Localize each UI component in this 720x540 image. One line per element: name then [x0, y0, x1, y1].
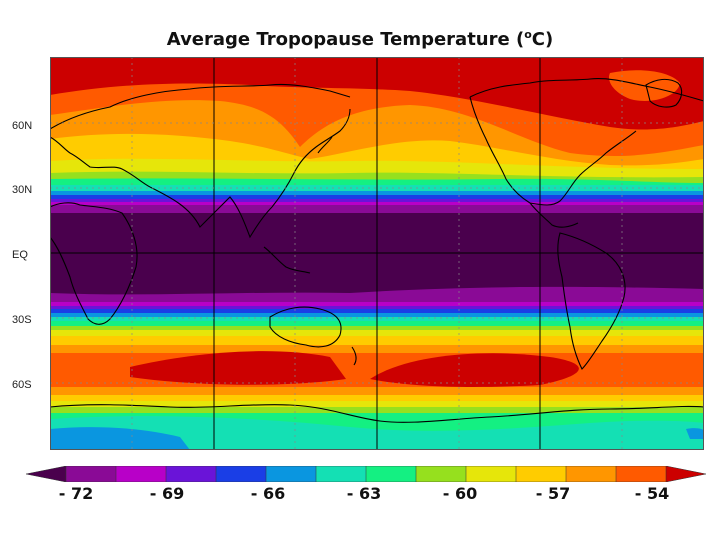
coastline-japan	[317, 136, 333, 154]
colorbar-cell	[315, 466, 367, 482]
colorbar-cell	[515, 466, 567, 482]
colorbar-cell	[165, 466, 217, 482]
lat-label-60s: 60S	[12, 379, 32, 391]
colorbar-label-4: - 63	[346, 484, 382, 503]
title-unit: C)	[531, 29, 554, 50]
coastline-arabia-india	[149, 186, 273, 239]
band-sky-south-antarctic-east	[686, 428, 704, 439]
colorbar	[26, 466, 706, 482]
colorbar-label-3: - 66	[250, 484, 286, 503]
coastline-europe-west	[50, 136, 151, 188]
title-degree-sup: o	[524, 28, 532, 41]
map-frame	[50, 57, 704, 450]
colorbar-cell	[365, 466, 417, 482]
colorbar-label-7: - 54	[634, 484, 670, 503]
coastline-eurasia-north	[50, 83, 351, 130]
coastline-alaska-canada	[469, 78, 704, 102]
coastline-australia	[269, 306, 342, 348]
coastline-gulf	[529, 202, 579, 228]
colorbar-cell	[465, 466, 517, 482]
colorbar-cell	[565, 466, 617, 482]
coastline-north-america-west	[469, 96, 531, 204]
coastline-greenland	[645, 78, 683, 108]
temperature-map	[50, 57, 704, 450]
lat-label-eq: EQ	[12, 249, 28, 261]
colorbar-cell	[115, 466, 167, 482]
colorbar-cell	[265, 466, 317, 482]
colorbar-label-2: - 69	[149, 484, 185, 503]
colorbar-arrow-low	[26, 466, 67, 482]
colorbar-cells	[26, 466, 706, 482]
coastline-nz	[351, 346, 357, 366]
lat-label-60n: 60N	[12, 120, 33, 132]
coastline-antarctica	[50, 404, 704, 423]
colorbar-label-5: - 60	[442, 484, 478, 503]
colorbar-label-1: - 72	[58, 484, 94, 503]
band-red-south-west	[130, 351, 346, 385]
colorbar-cell	[615, 466, 667, 482]
lat-label-30n: 30N	[12, 184, 33, 196]
band-red-south-east	[370, 353, 579, 387]
colorbar-cell	[65, 466, 117, 482]
band-sky-south-antarctic	[50, 427, 190, 450]
coastline-north-america-east	[529, 130, 637, 206]
colorbar-cell	[215, 466, 267, 482]
coastline-east-asia	[271, 108, 351, 208]
graticule	[50, 57, 704, 450]
colorbar-label-6: - 57	[535, 484, 571, 503]
title-text: Average Tropopause Temperature (	[166, 29, 525, 50]
colorbar-arrow-high	[665, 466, 706, 482]
coastlines	[50, 78, 704, 423]
coastline-africa	[50, 202, 138, 325]
coastline-south-america	[557, 232, 626, 370]
lat-label-30s: 30S	[12, 314, 32, 326]
map-title: Average Tropopause Temperature (oC)	[0, 28, 720, 50]
colorbar-cell	[415, 466, 467, 482]
